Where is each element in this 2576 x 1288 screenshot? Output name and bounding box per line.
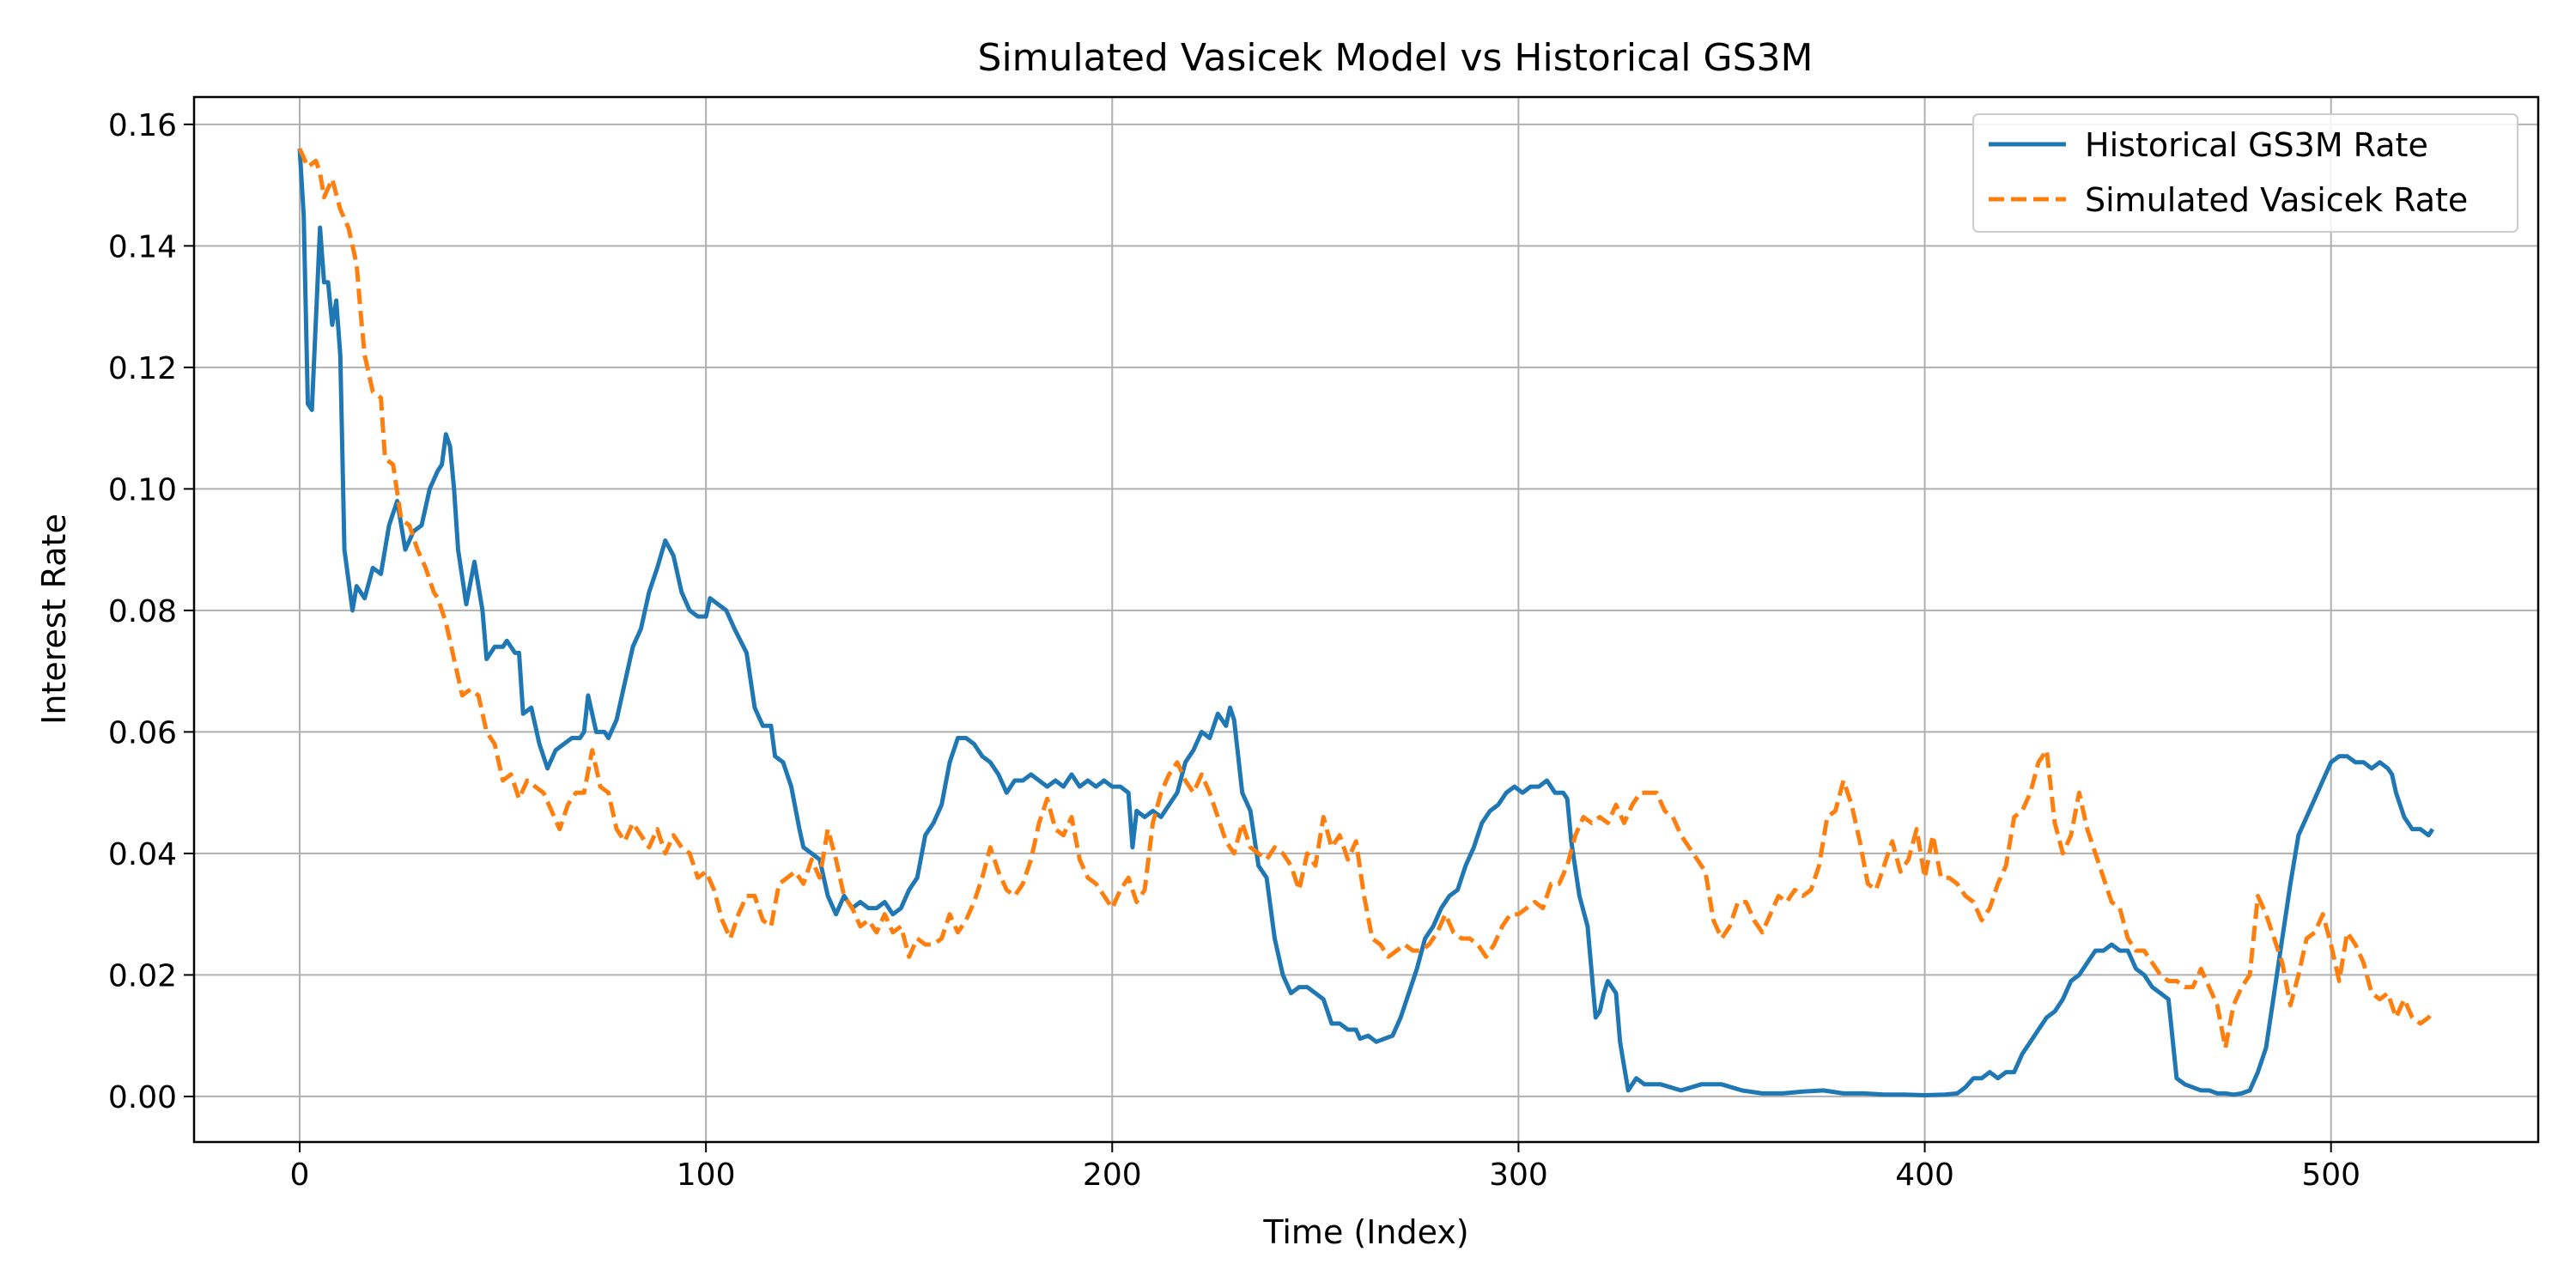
x-tick-label: 300	[1489, 1157, 1548, 1193]
x-tick-label: 500	[2301, 1157, 2360, 1193]
y-tick-label: 0.16	[108, 108, 177, 143]
legend-label-historical: Historical GS3M Rate	[2085, 126, 2428, 164]
legend-label-simulated: Simulated Vasicek Rate	[2085, 181, 2468, 219]
y-tick-label: 0.14	[108, 229, 177, 264]
chart-title: Simulated Vasicek Model vs Historical GS…	[978, 36, 1814, 80]
y-tick-label: 0.08	[108, 594, 177, 629]
y-tick-label: 0.04	[108, 837, 177, 872]
y-tick-label: 0.12	[108, 351, 177, 386]
x-tick-label: 100	[677, 1157, 736, 1193]
x-tick-label: 400	[1895, 1157, 1954, 1193]
x-axis-label: Time (Index)	[1262, 1213, 1468, 1251]
legend: Historical GS3M Rate Simulated Vasicek R…	[1973, 114, 2518, 232]
y-tick-label: 0.02	[108, 958, 177, 993]
x-tick-label: 200	[1083, 1157, 1142, 1193]
x-tick-label: 0	[290, 1157, 310, 1193]
y-tick-label: 0.06	[108, 715, 177, 750]
y-tick-label: 0.00	[108, 1080, 177, 1115]
y-tick-label: 0.10	[108, 472, 177, 507]
y-axis-label: Interest Rate	[35, 513, 73, 725]
